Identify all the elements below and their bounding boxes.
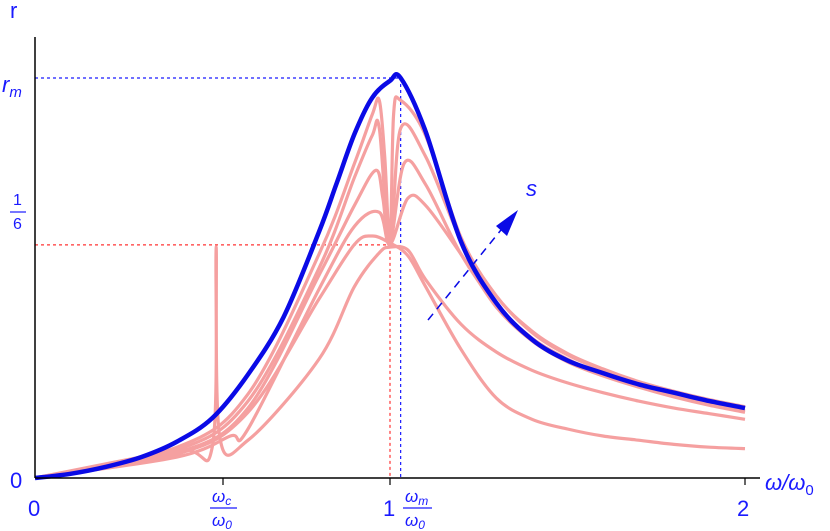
omega-c-denominator: ω0: [212, 511, 232, 531]
rm-label: rm: [2, 72, 22, 101]
y-axis-label: r: [10, 0, 17, 23]
family-curve-2: [34, 244, 746, 480]
envelope-curve: [34, 72, 746, 481]
y-tick-one-sixth-den: 6: [13, 216, 22, 233]
s-arrow-head: [496, 210, 518, 236]
y-tick-one-sixth-num: 1: [13, 192, 22, 209]
omega-c-numerator: ωc: [212, 487, 231, 508]
family-curve-1: [34, 234, 746, 480]
s-arrow-dashed-line: [427, 224, 506, 321]
omega-m-numerator: ωm: [405, 487, 428, 508]
x-tick-label-2: 2: [737, 496, 749, 521]
family-curve-6: [34, 95, 746, 480]
omega-m-denominator: ω0: [405, 511, 425, 531]
y-tick-zero: 0: [10, 468, 22, 493]
x-tick-label-1: 1: [383, 496, 395, 521]
s-label: s: [526, 176, 537, 201]
x-axis-label: ω/ω0: [765, 470, 814, 499]
x-tick-label-0: 0: [28, 496, 40, 521]
envelope-curve-group: [34, 72, 746, 481]
